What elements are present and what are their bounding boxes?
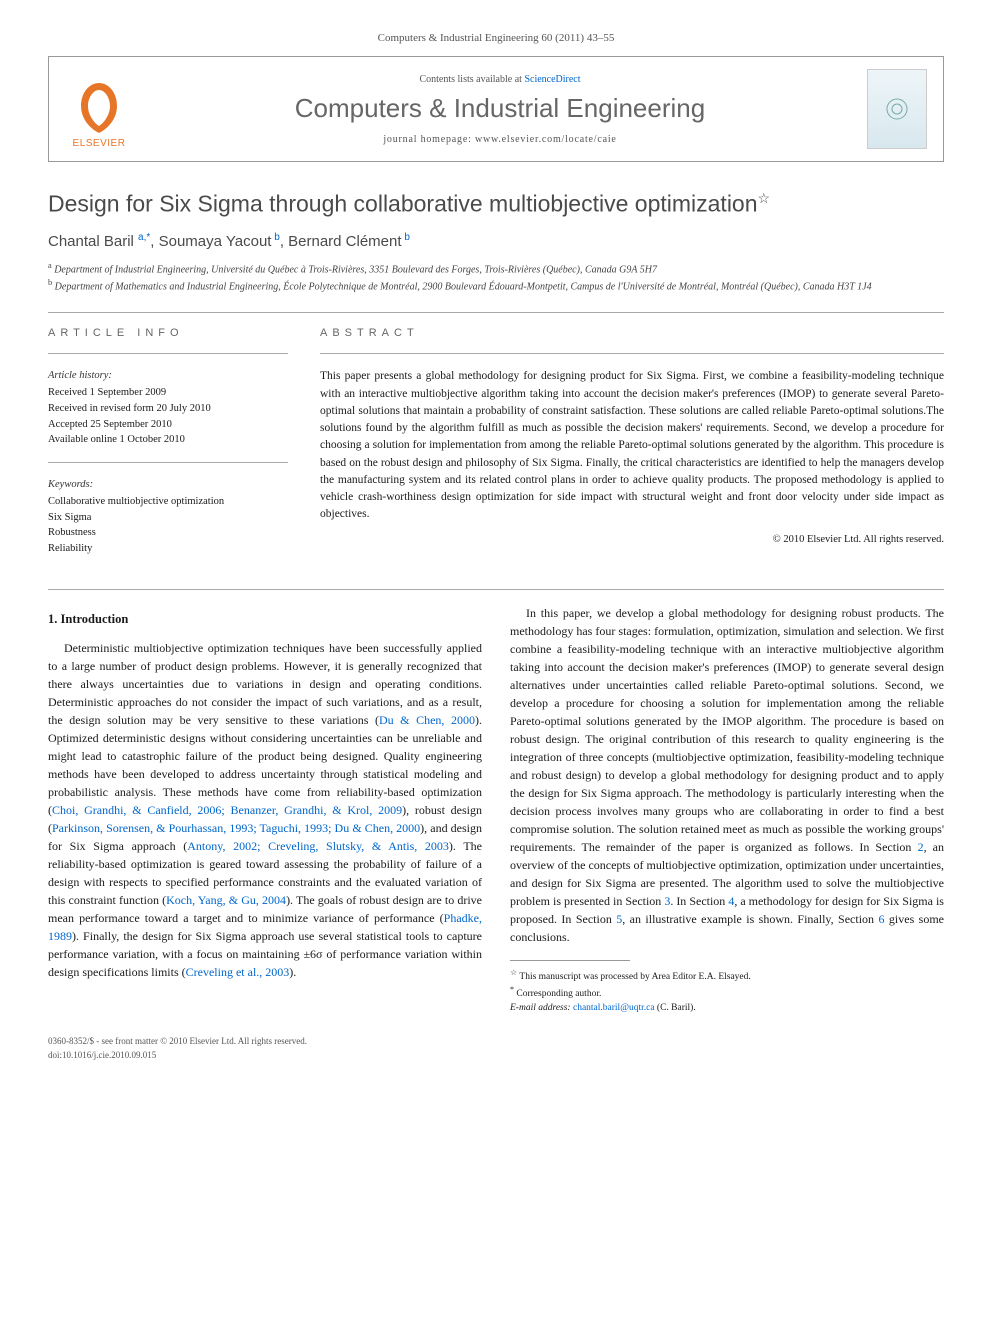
journal-reference: Computers & Industrial Engineering 60 (2… xyxy=(48,32,944,44)
elsevier-logo: ELSEVIER xyxy=(65,69,133,149)
article-info-label: article info xyxy=(48,327,288,339)
copyright-line: © 2010 Elsevier Ltd. All rights reserved… xyxy=(320,534,944,545)
footnote-star: This manuscript was processed by Area Ed… xyxy=(519,972,750,982)
title-text: Design for Six Sigma through collaborati… xyxy=(48,191,758,217)
divider xyxy=(48,589,944,590)
journal-header: ELSEVIER Contents lists available at Sci… xyxy=(48,56,944,162)
email-author: (C. Baril). xyxy=(657,1003,696,1013)
title-footnote-marker: ☆ xyxy=(758,190,771,206)
footnotes: ☆ This manuscript was processed by Area … xyxy=(510,967,944,1015)
homepage-url[interactable]: www.elsevier.com/locate/caie xyxy=(475,134,617,145)
email-link[interactable]: chantal.baril@uqtr.ca xyxy=(573,1003,655,1013)
divider xyxy=(48,462,288,463)
homepage-prefix: journal homepage: xyxy=(383,134,475,145)
keywords-heading: Keywords: xyxy=(48,477,288,493)
journal-name: Computers & Industrial Engineering xyxy=(149,93,851,124)
footer-line1: 0360-8352/$ - see front matter © 2010 El… xyxy=(48,1035,944,1049)
article-history: Article history: Received 1 September 20… xyxy=(48,368,288,448)
contents-prefix: Contents lists available at xyxy=(419,74,524,85)
divider xyxy=(48,353,288,354)
email-label: E-mail address: xyxy=(510,1003,571,1013)
keywords-block: Keywords: Collaborative multiobjective o… xyxy=(48,477,288,557)
history-heading: Article history: xyxy=(48,368,288,384)
body-paragraph: Deterministic multiobjective optimizatio… xyxy=(48,639,482,981)
publisher-name: ELSEVIER xyxy=(73,138,126,149)
abstract-column: abstract This paper presents a global me… xyxy=(320,327,944,571)
article-title: Design for Six Sigma through collaborati… xyxy=(48,190,944,218)
divider xyxy=(320,353,944,354)
journal-cover-thumbnail xyxy=(867,69,927,149)
footnote-divider xyxy=(510,960,630,961)
affiliations: a Department of Industrial Engineering, … xyxy=(48,260,944,295)
divider xyxy=(48,312,944,313)
contents-line: Contents lists available at ScienceDirec… xyxy=(149,74,851,85)
homepage-line: journal homepage: www.elsevier.com/locat… xyxy=(149,134,851,145)
star-marker: ☆ xyxy=(510,968,517,977)
abstract-text: This paper presents a global methodology… xyxy=(320,368,944,523)
authors-list: Chantal Baril a,*, Soumaya Yacout b, Ber… xyxy=(48,232,944,250)
footer: 0360-8352/$ - see front matter © 2010 El… xyxy=(48,1035,944,1062)
abstract-label: abstract xyxy=(320,327,944,339)
body-paragraph: In this paper, we develop a global metho… xyxy=(510,604,944,946)
section-heading: 1. Introduction xyxy=(48,610,482,629)
footer-doi: doi:10.1016/j.cie.2010.09.015 xyxy=(48,1049,944,1063)
footnote-corr: Corresponding author. xyxy=(516,989,601,999)
body-text: 1. Introduction Deterministic multiobjec… xyxy=(48,604,944,1015)
corr-marker: * xyxy=(510,985,514,994)
sciencedirect-link[interactable]: ScienceDirect xyxy=(524,74,580,85)
article-info-column: article info Article history: Received 1… xyxy=(48,327,288,571)
